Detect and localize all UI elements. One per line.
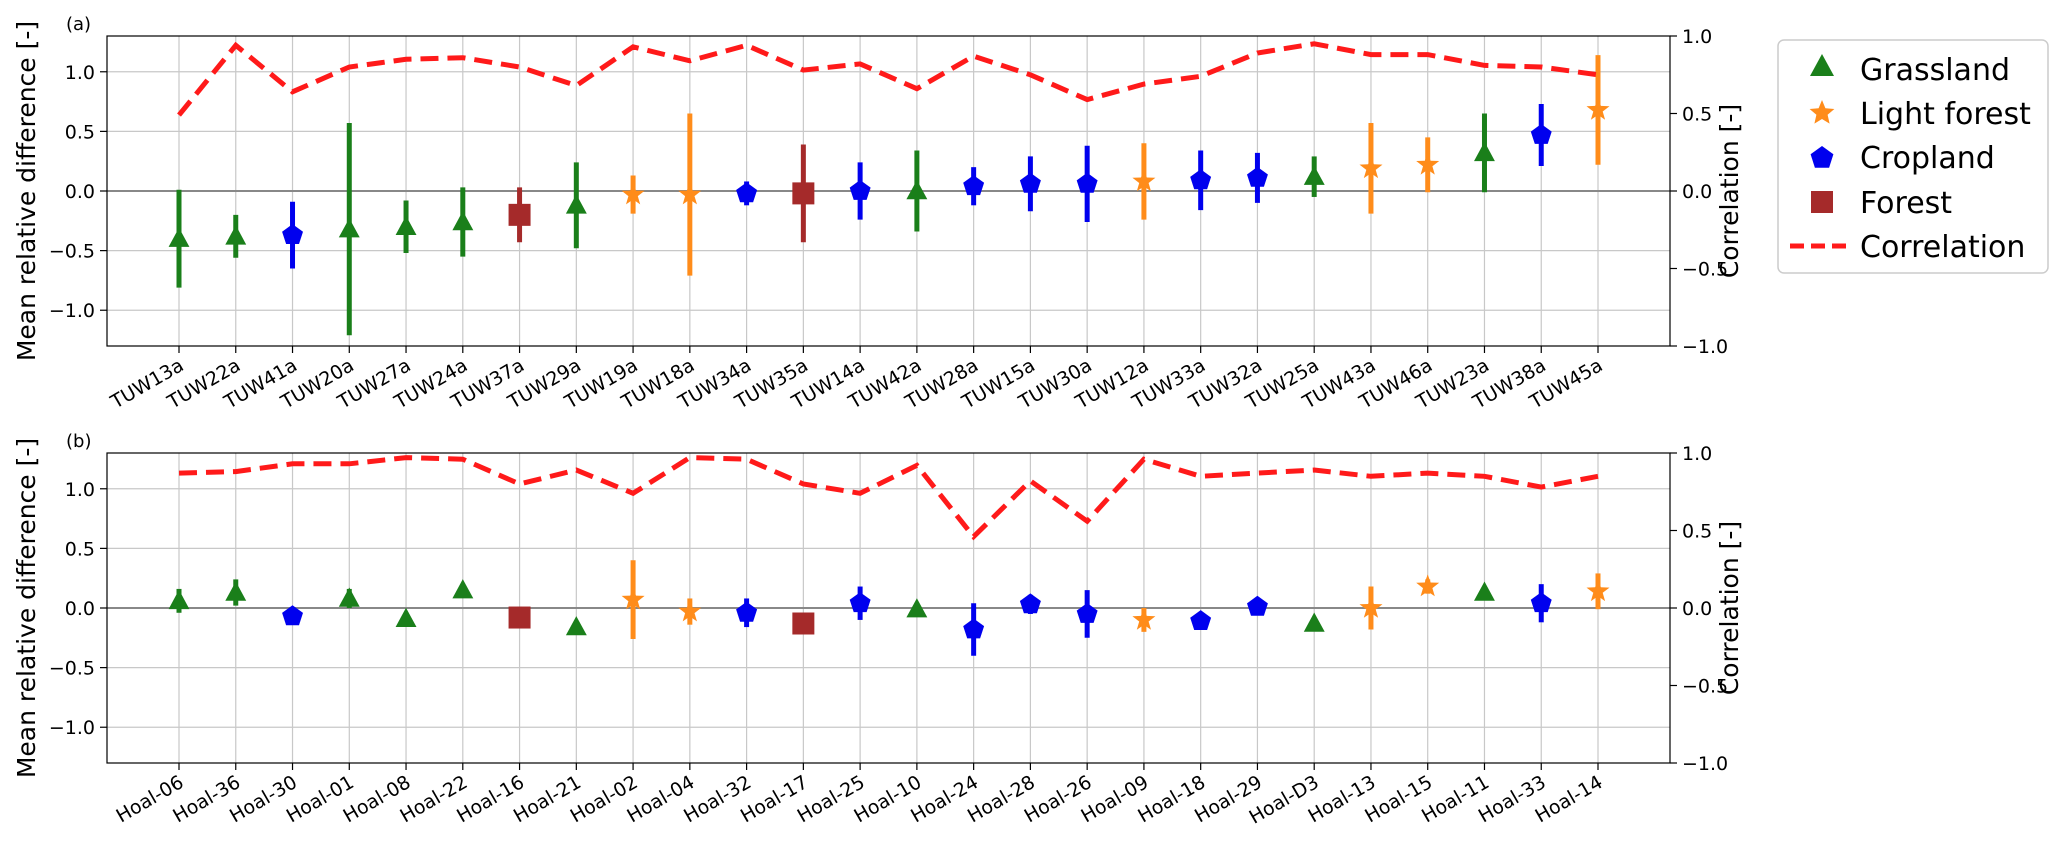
data-point-hoal-d3	[1303, 612, 1325, 632]
data-point-hoal-04	[678, 599, 702, 622]
grassland-triangle-icon	[1810, 54, 1834, 76]
data-point-hoal-30	[282, 605, 303, 626]
y-tick-label: 1.0	[65, 479, 95, 501]
data-point-tuw41a	[282, 224, 303, 244]
data-point-tuw22a	[225, 225, 247, 245]
y-tick-label: 0.0	[65, 181, 95, 203]
y2-tick-label: −1.0	[1682, 336, 1728, 358]
y2-tick-label: 0.0	[1682, 598, 1712, 620]
data-point-tuw23a	[1474, 141, 1495, 162]
data-point-tuw33a	[1190, 169, 1212, 190]
y-tick-label: −1.0	[49, 300, 95, 322]
data-point-tuw38a	[1530, 124, 1552, 144]
data-point-tuw32a	[1247, 166, 1268, 187]
y-tick-label: 0.5	[65, 121, 95, 143]
y-tick-label: −1.0	[49, 717, 95, 739]
y-tick-label: −0.5	[49, 658, 95, 680]
y-axis-title: Mean relative difference [-]	[12, 438, 41, 778]
legend-label-cropland: Cropland	[1860, 141, 1995, 176]
legend-label-correlation: Correlation	[1860, 230, 2025, 265]
data-point-tuw13a	[168, 227, 190, 247]
panel-a: −1.0−0.50.00.51.0−1.0−0.50.00.51.0TUW13a…	[12, 14, 1744, 414]
data-point-tuw12a	[1132, 169, 1156, 192]
data-point-hoal-33	[1530, 592, 1552, 613]
legend-label-grassland: Grassland	[1860, 53, 2010, 88]
data-point-hoal-11	[1474, 581, 1495, 601]
y2-tick-label: 0.0	[1682, 181, 1712, 203]
data-point-tuw35a	[792, 182, 815, 205]
data-point-hoal-36	[225, 581, 247, 601]
data-point-tuw46a	[1416, 152, 1440, 175]
data-point-hoal-15	[1416, 574, 1440, 597]
data-point-tuw24a	[452, 211, 474, 231]
y2-tick-label: −0.5	[1682, 676, 1728, 698]
y2-tick-label: −0.5	[1682, 259, 1728, 281]
y2-tick-label: 0.5	[1682, 521, 1712, 543]
cropland-pentagon-icon	[1810, 146, 1834, 168]
data-point-hoal-06	[168, 589, 190, 610]
data-point-hoal-02	[621, 587, 645, 610]
data-point-tuw18a	[678, 182, 702, 205]
data-point-tuw15a	[1019, 172, 1041, 193]
data-point-hoal-16	[508, 606, 531, 629]
data-point-hoal-01	[338, 587, 360, 607]
y2-tick-label: 0.5	[1682, 104, 1712, 126]
y2-axis-title: Correlation [-]	[1715, 521, 1744, 695]
correlation-line	[177, 41, 1599, 117]
y2-tick-label: 1.0	[1682, 443, 1712, 465]
data-point-hoal-09	[1132, 607, 1156, 630]
data-point-hoal-24	[963, 618, 985, 639]
forest-square-icon	[1811, 191, 1833, 213]
panel-label: (a)	[66, 14, 91, 35]
data-point-tuw34a	[736, 182, 758, 203]
data-point-tuw29a	[565, 194, 587, 214]
panel-b: −1.0−0.50.00.51.0−1.0−0.50.00.51.0Hoal-0…	[12, 431, 1744, 829]
data-point-hoal-25	[849, 592, 871, 613]
data-point-hoal-21	[565, 616, 587, 636]
data-point-tuw14a	[849, 180, 871, 200]
data-point-hoal-13	[1359, 595, 1383, 618]
data-point-tuw42a	[906, 180, 928, 200]
data-point-hoal-26	[1076, 603, 1098, 623]
y-axis-title: Mean relative difference [-]	[12, 21, 41, 361]
correlation-line	[178, 455, 1599, 541]
data-point-tuw20a	[338, 218, 360, 238]
y-tick-label: 1.0	[65, 62, 95, 84]
data-point-hoal-28	[1019, 593, 1041, 614]
y-tick-label: −0.5	[49, 241, 95, 263]
data-point-hoal-29	[1247, 595, 1268, 616]
data-point-hoal-10	[906, 598, 928, 618]
data-point-hoal-32	[736, 601, 758, 622]
y2-tick-label: 1.0	[1682, 26, 1712, 48]
data-point-tuw30a	[1076, 172, 1098, 193]
plot-frame	[106, 35, 1671, 347]
data-point-tuw25a	[1303, 165, 1325, 185]
data-point-hoal-18	[1190, 610, 1212, 630]
data-point-tuw43a	[1359, 156, 1383, 179]
light-forest-star-icon	[1809, 100, 1835, 124]
legend-frame	[1777, 39, 2049, 274]
data-point-hoal-08	[395, 607, 417, 627]
y2-axis-title: Correlation [-]	[1715, 104, 1744, 278]
data-point-hoal-14	[1586, 579, 1610, 602]
data-point-tuw19a	[621, 182, 645, 205]
legend-label-forest: Forest	[1860, 186, 1952, 221]
data-point-hoal-17	[792, 612, 815, 635]
plot-frame	[106, 452, 1671, 764]
data-point-tuw45a	[1586, 97, 1610, 120]
data-point-tuw37a	[508, 203, 531, 226]
y2-tick-label: −1.0	[1682, 753, 1728, 775]
legend-label-light-forest: Light forest	[1860, 97, 2031, 132]
data-point-tuw27a	[395, 215, 417, 235]
data-point-tuw28a	[963, 175, 985, 196]
y-tick-label: 0.5	[65, 538, 95, 560]
data-point-hoal-22	[452, 579, 474, 599]
panel-label: (b)	[66, 431, 91, 452]
y-tick-label: 0.0	[65, 598, 95, 620]
legend: Grassland Light forest Cropland Forest C…	[1777, 39, 2049, 274]
